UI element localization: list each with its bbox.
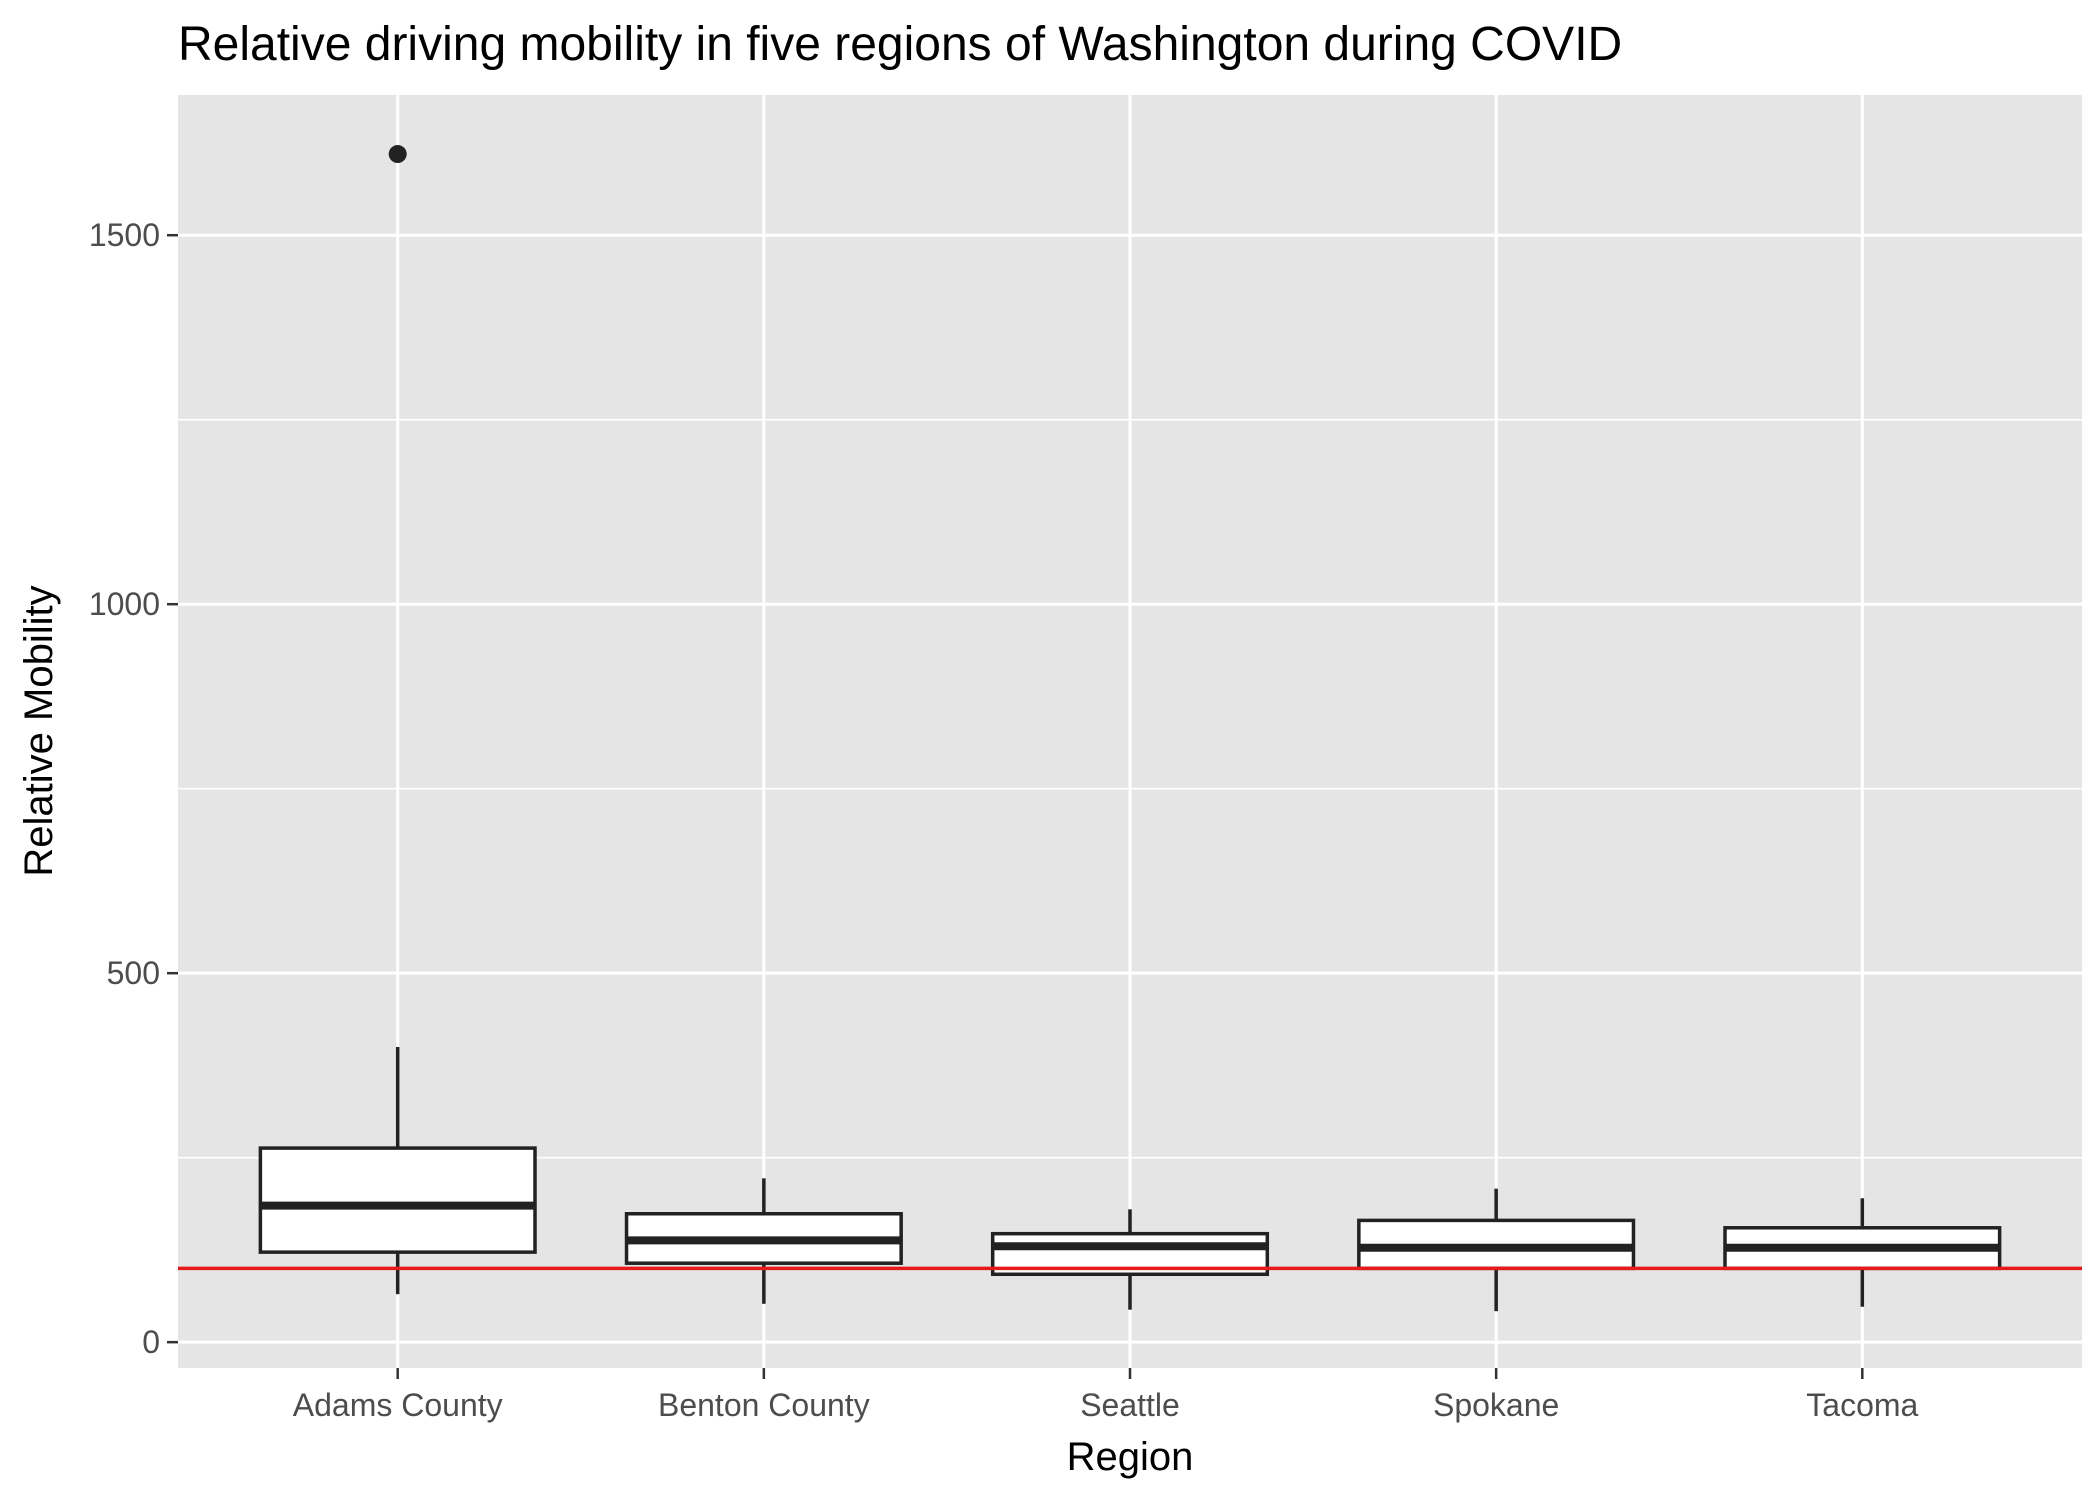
x-tick-label: Adams County (293, 1387, 503, 1423)
y-tick-label: 0 (142, 1324, 160, 1360)
chart-title: Relative driving mobility in five region… (178, 18, 1622, 71)
x-tick-label: Tacoma (1806, 1387, 1918, 1423)
y-tick-label: 1500 (89, 217, 160, 253)
x-tick-label: Seattle (1080, 1387, 1180, 1423)
x-tick-label: Spokane (1433, 1387, 1559, 1423)
box-iqr (258, 1146, 537, 1254)
gridlines (178, 95, 2082, 1368)
box-adams-county (258, 145, 537, 1295)
box-benton-county (624, 1178, 903, 1304)
x-axis-title: Region (1067, 1435, 1194, 1479)
x-axis: Adams County Benton County Seattle Spokane T… (293, 1368, 1919, 1423)
y-tick-label: 1000 (89, 586, 160, 622)
outlier-point (388, 145, 407, 164)
x-tick-label: Benton County (658, 1387, 870, 1423)
boxes (258, 145, 2002, 1312)
y-axis-title: Relative Mobility (17, 585, 61, 876)
y-tick-label: 500 (107, 955, 160, 991)
y-axis: 0 500 1000 1500 (89, 217, 178, 1360)
